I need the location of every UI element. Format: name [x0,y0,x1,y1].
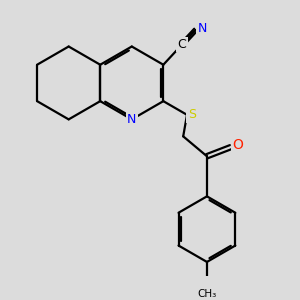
Text: O: O [232,138,243,152]
Text: N: N [197,22,207,35]
Text: N: N [127,113,136,126]
Text: CH₃: CH₃ [197,289,217,299]
Text: S: S [188,108,196,121]
Text: C: C [178,38,186,51]
